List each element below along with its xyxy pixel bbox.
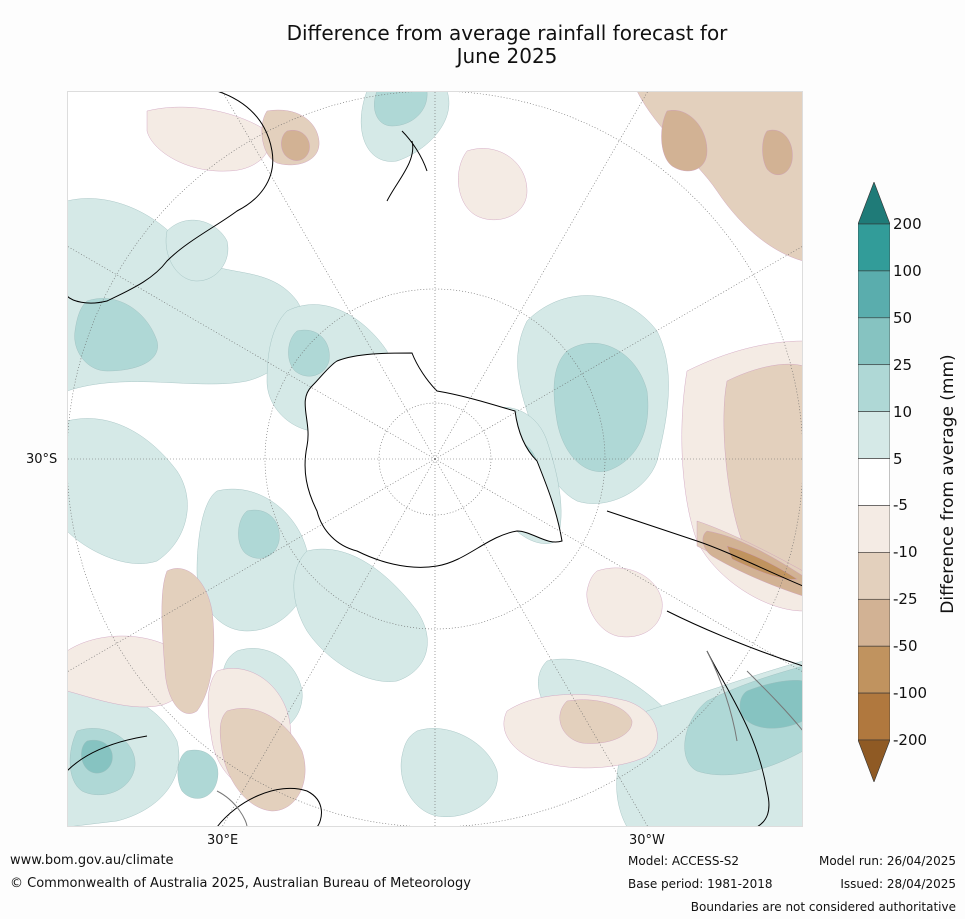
australia-coastline: [67, 91, 274, 304]
colorbar-label: Difference from average (mm): [938, 354, 958, 614]
colorbar-band: [857, 692, 891, 741]
colorbar-band: [857, 645, 891, 694]
colorbar-band: [857, 552, 891, 600]
colorbar-tick-label: 25: [893, 355, 913, 374]
map-frame: [67, 91, 803, 827]
colorbar-tick-label: -25: [893, 590, 918, 609]
graticule: [67, 91, 803, 827]
colorbar-band: [857, 270, 891, 319]
lon-label-30w: 30°W: [629, 833, 665, 848]
colorbar-band: [857, 317, 891, 366]
issued-text: Issued: 28/04/2025: [840, 877, 956, 891]
copyright-text: © Commonwealth of Australia 2025, Austra…: [10, 876, 471, 891]
polar-map: [67, 91, 803, 827]
colorbar-tick-label: -50: [893, 637, 918, 656]
dry-anomaly-regions: [67, 91, 803, 812]
colorbar-tick-label: -5: [893, 496, 908, 515]
south-america-coastline: [606, 510, 803, 827]
lon-label-30e: 30°E: [207, 833, 239, 848]
title-line-2: June 2025: [456, 44, 558, 68]
website-link[interactable]: www.bom.gov.au/climate: [10, 853, 174, 868]
colorbar-tick-label: -100: [893, 684, 928, 703]
new-zealand-coastline: [386, 130, 428, 202]
model-run-text: Model run: 26/04/2025: [818, 854, 956, 868]
africa-coastline: [67, 735, 322, 827]
colorbar-tick-label: 200: [893, 215, 922, 233]
colorbar-extend-top: [857, 181, 891, 225]
colorbar-band: [857, 411, 891, 459]
disclaimer-text: Boundaries are not considered authoritat…: [690, 900, 956, 914]
base-period-text: Base period: 1981-2018: [628, 877, 773, 891]
coastlines: [67, 91, 803, 827]
colorbar-band: [857, 598, 891, 647]
country-borders: [216, 650, 803, 827]
colorbar-tick-label: 5: [893, 449, 903, 468]
colorbar-band: [857, 223, 891, 272]
chart-title: Difference from average rainfall forecas…: [67, 22, 947, 68]
colorbar-band: [857, 458, 891, 506]
lat-label-30s: 30°S: [26, 452, 58, 467]
antarctica-outline: [304, 352, 563, 568]
title-line-1: Difference from average rainfall forecas…: [286, 21, 728, 45]
colorbar-band: [857, 364, 891, 412]
colorbar-tick-label: -200: [893, 731, 928, 749]
colorbar-extend-bottom: [857, 739, 891, 783]
model-text: Model: ACCESS-S2: [628, 854, 740, 868]
colorbar-tick-label: 50: [893, 308, 913, 327]
colorbar-tick-label: 10: [893, 402, 913, 421]
map-svg: [67, 91, 803, 827]
colorbar-band: [857, 505, 891, 553]
colorbar: [857, 181, 891, 783]
colorbar-svg: [857, 181, 891, 783]
colorbar-tick-label: 100: [893, 261, 922, 280]
colorbar-tick-label: -10: [893, 543, 918, 562]
